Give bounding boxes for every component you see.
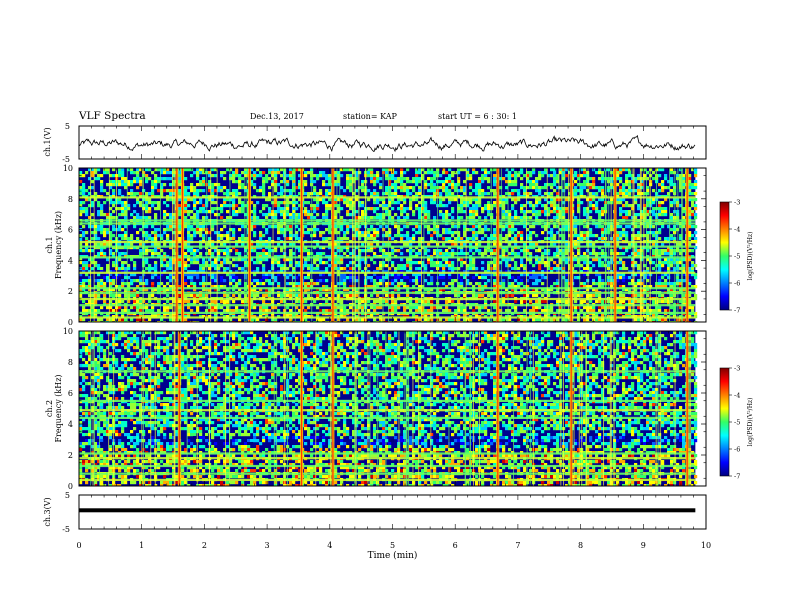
x-axis-label: Time (min) [368, 550, 418, 561]
colorbar-ch2-tick--5: -5 [734, 419, 740, 427]
colorbar-ch1 [720, 202, 729, 310]
ch1-spec-band-5 [79, 287, 695, 289]
ch3-waveform-ylabel: ch.3(V) [43, 497, 52, 526]
colorbar-ch2-label: log(PSD)(V²/Hz) [747, 398, 754, 447]
ch3-waveform-panel [79, 508, 695, 512]
colorbar-ch1-tick--4: -4 [734, 226, 740, 234]
ch1-spec-band-7 [79, 256, 695, 258]
xtick-9: 9 [641, 541, 646, 550]
ch3-ytick-top: 5 [65, 491, 70, 500]
xtick-0: 0 [76, 541, 81, 550]
ch2-spec-band-5 [79, 417, 695, 419]
colorbar-ch1-tick--7: -7 [734, 307, 740, 315]
ch2-spec-band-1 [79, 473, 695, 475]
ch1-spec-band-10 [79, 222, 695, 224]
ch2-spec-band-0 [79, 479, 695, 481]
colorbar-ch1-tick--5: -5 [734, 253, 740, 261]
ch1-spec-band-1 [79, 312, 695, 314]
xtick-7: 7 [515, 541, 520, 550]
ch2-spec-ytick-4: 4 [68, 420, 73, 429]
xtick-8: 8 [578, 541, 583, 550]
ch1-spec-ylabel-frequency: Frequency (kHz) [54, 211, 63, 279]
ch2-spec-ytick-10: 10 [63, 327, 73, 336]
ch1-spec-ytick-4: 4 [68, 256, 73, 265]
station-label: station= KAP [343, 112, 397, 121]
ch1-ytick-bottom: -5 [62, 155, 70, 164]
colorbar-ch1-tick--6: -6 [734, 280, 740, 288]
ch2-spec-band-6 [79, 409, 695, 411]
ch1-spec-ytick-10: 10 [63, 164, 73, 173]
colorbar-ch2-tick--6: -6 [734, 446, 740, 454]
ch1-spec-ytick-0: 0 [68, 318, 73, 327]
ch1-waveform-line [79, 136, 695, 152]
date-label: Dec.13, 2017 [250, 112, 304, 121]
ch3-waveform-line [79, 508, 695, 512]
colorbar-ch2-gradient [720, 368, 729, 476]
ch2-spec-ylabel-channel: ch.2 [45, 400, 54, 417]
start-time-label: start UT = 6 : 30: 1 [438, 112, 517, 121]
ch2-spec-band-8 [79, 370, 695, 372]
colorbar-ch2-tick--7: -7 [734, 473, 740, 481]
colorbar-ticks: -3 -4 -5 -6 -7 log(PSD)(V²/Hz) -3 -4 -5 -6 -7 log(P… [729, 199, 754, 481]
ch1-spec-ytick-6: 6 [68, 226, 73, 235]
ch2-spec-ytick-8: 8 [68, 358, 73, 367]
ch1-spec-band-12 [79, 196, 695, 198]
xtick-1: 1 [139, 541, 144, 550]
ch1-waveform-panel [79, 136, 695, 152]
ch1-spec-band-3 [79, 298, 695, 300]
xtick-2: 2 [202, 541, 207, 550]
xtick-3: 3 [265, 541, 270, 550]
colorbar-ch1-tick--3: -3 [734, 199, 740, 207]
ch2-spec-band-4 [79, 452, 695, 454]
ch2-spec-band-2 [79, 465, 695, 467]
ch1-spec-ytick-8: 8 [68, 195, 73, 204]
ch1-waveform-ytick-labels: 5 -5 [62, 122, 70, 164]
colorbar-ch1-gradient [720, 202, 729, 310]
ch1-spec-band-0 [79, 316, 695, 318]
ch1-spec-ylabel-channel: ch.1 [45, 236, 54, 253]
figure-title: VLF Spectra [79, 110, 146, 122]
ch2-spectrogram-panel [79, 331, 697, 487]
ch2-spec-ylabel-frequency: Frequency (kHz) [54, 374, 63, 442]
ch1-spectrogram-panel [79, 168, 697, 324]
ch2-spec-ytick-0: 0 [68, 482, 73, 491]
xtick-4: 4 [327, 541, 332, 550]
ch3-ytick-bottom: -5 [62, 525, 70, 534]
ch1-spec-band-8 [79, 246, 695, 248]
colorbar-ch1-label: log(PSD)(V²/Hz) [747, 232, 754, 281]
ch1-ytick-top: 5 [65, 122, 70, 131]
ch2-spec-band-3 [79, 457, 695, 459]
ch1-spec-band-2 [79, 304, 695, 306]
xtick-6: 6 [453, 541, 458, 550]
ch1-spec-band-9 [79, 241, 695, 243]
ch1-spec-band-6 [79, 272, 695, 274]
ch1-waveform-ylabel: ch.1(V) [43, 127, 52, 156]
colorbar-ch2-tick--4: -4 [734, 392, 740, 400]
ch2-spec-band-7 [79, 400, 695, 402]
xtick-5: 5 [390, 541, 395, 550]
colorbar-ch2 [720, 368, 729, 476]
xtick-10: 10 [701, 541, 711, 550]
ch1-spec-ytick-2: 2 [68, 287, 73, 296]
ch1-spec-band-11 [79, 219, 695, 221]
ch2-spec-ytick-2: 2 [68, 451, 73, 460]
ch2-spec-ytick-6: 6 [68, 389, 73, 398]
colorbar-ch2-tick--3: -3 [734, 365, 740, 373]
ch1-spec-band-4 [79, 292, 695, 294]
